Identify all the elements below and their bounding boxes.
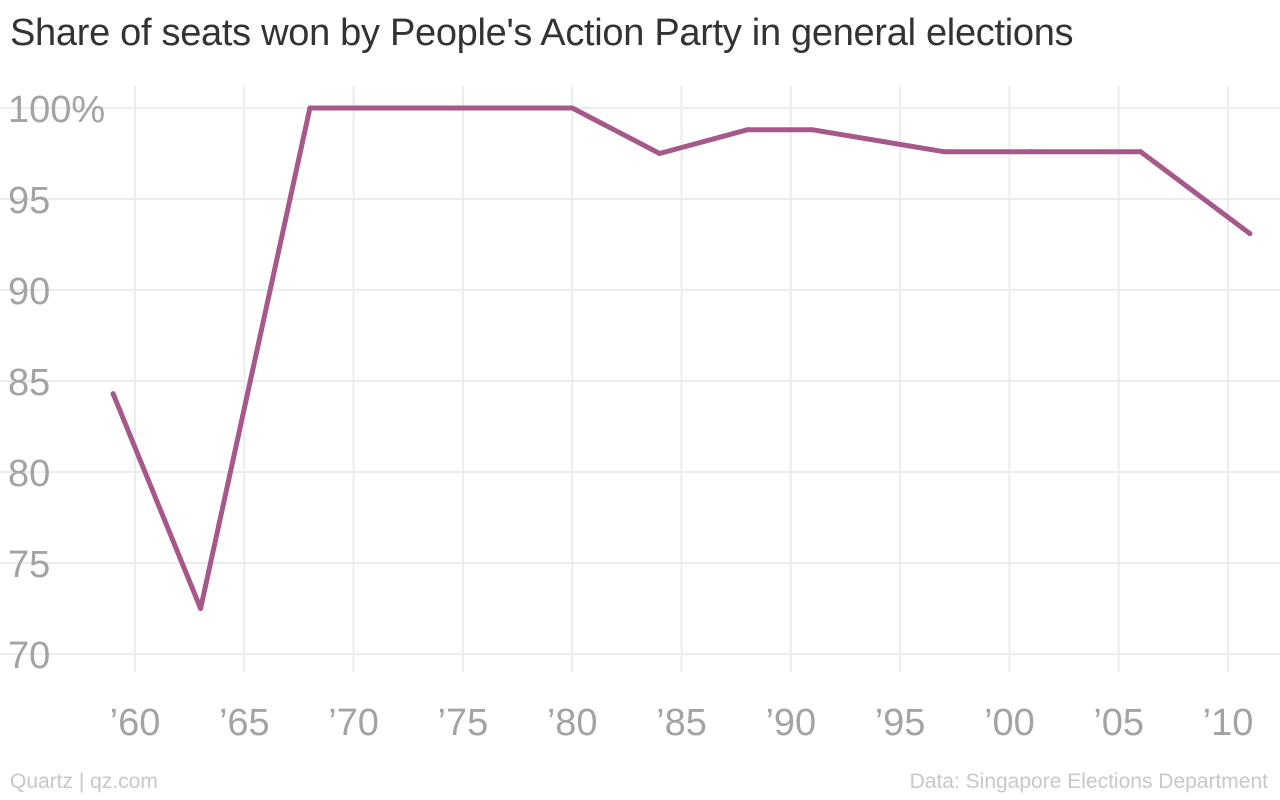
data-point — [1247, 231, 1253, 237]
x-axis: ’60 ’65 ’70 ’75 ’80 ’85 ’90 ’95 ’00 ’05 ’10 — [110, 702, 1254, 744]
y-tick-label: 80 — [8, 453, 50, 495]
x-tick-label: ’10 — [1203, 702, 1254, 744]
x-tick-label: ’00 — [984, 702, 1035, 744]
y-axis: 100% 95 90 85 80 75 70 — [8, 89, 105, 677]
x-tick-label: ’60 — [110, 702, 161, 744]
data-point — [394, 105, 400, 111]
data-point — [810, 127, 816, 133]
x-tick-label: ’75 — [438, 702, 489, 744]
data-point — [198, 606, 204, 611]
y-tick-label: 75 — [8, 544, 50, 586]
data-point — [1138, 149, 1144, 155]
x-tick-label: ’85 — [656, 702, 707, 744]
x-tick-label: ’90 — [765, 702, 816, 744]
chart-title: Share of seats won by People's Action Pa… — [10, 12, 1074, 54]
data-point — [110, 391, 116, 397]
data-point — [482, 105, 488, 111]
x-tick-label: ’05 — [1093, 702, 1144, 744]
x-tick-label: ’80 — [547, 702, 598, 744]
y-tick-label: 100% — [8, 89, 105, 131]
y-tick-label: 70 — [8, 635, 50, 677]
data-point — [941, 149, 947, 155]
data-point — [1028, 149, 1034, 155]
x-tick-label: ’70 — [328, 702, 379, 744]
x-tick-label: ’65 — [219, 702, 270, 744]
y-tick-label: 95 — [8, 180, 50, 222]
data-point — [744, 127, 750, 133]
data-point — [307, 105, 313, 111]
data-point — [657, 151, 663, 156]
x-tick-label: ’95 — [875, 702, 926, 744]
footer-credit: Quartz | qz.com — [10, 770, 158, 793]
y-tick-label: 85 — [8, 362, 50, 404]
data-point — [569, 105, 575, 111]
grid — [0, 86, 1280, 672]
footer-source: Data: Singapore Elections Department — [909, 770, 1268, 793]
series-layer — [110, 105, 1253, 611]
y-tick-label: 90 — [8, 271, 50, 313]
